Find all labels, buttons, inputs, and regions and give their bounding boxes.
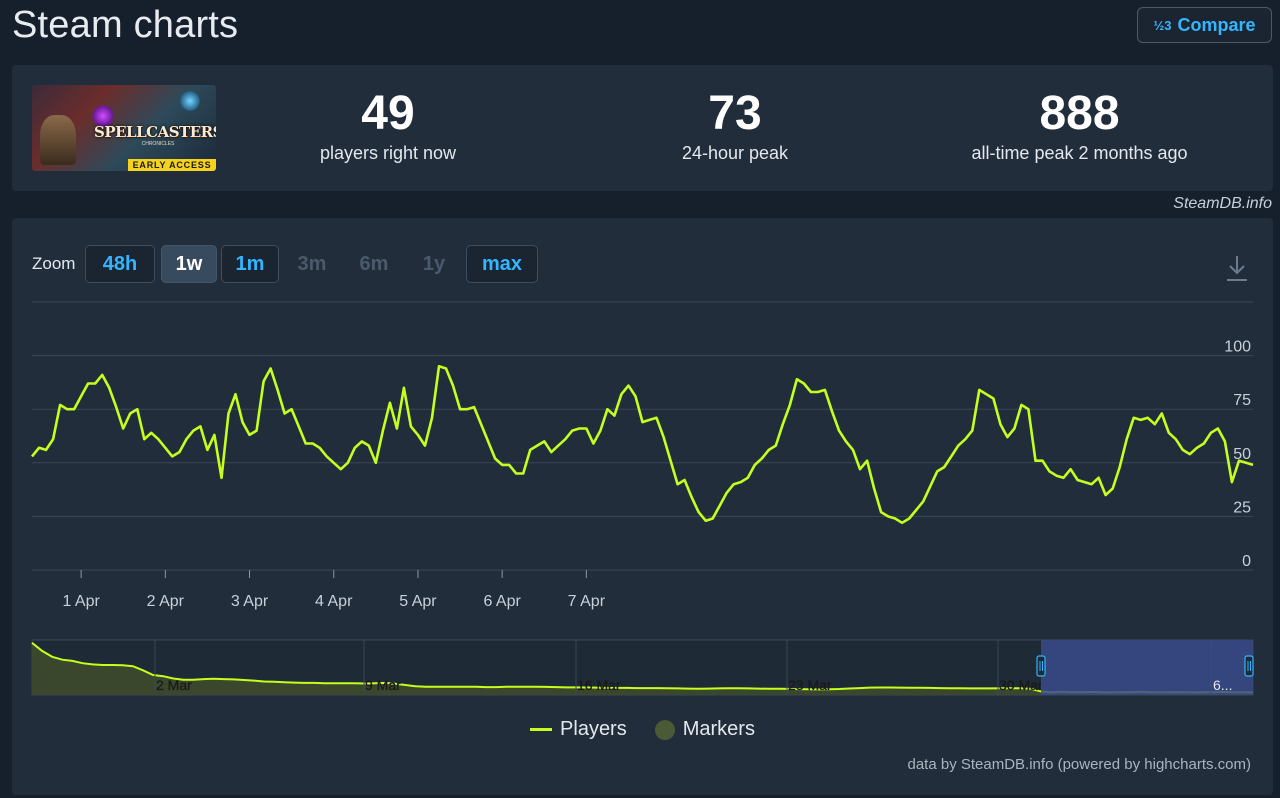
navigator-handle-right[interactable] (1244, 655, 1254, 677)
stat-players-now: 49 players right now (313, 85, 463, 164)
chart-panel: Zoom 48h 1w 1m 3m 6m 1y max 0 25 50 75 100 1… (12, 218, 1273, 795)
x-axis-labels: 1 Apr 2 Apr 3 Apr 4 Apr 5 Apr 6 Apr 7 Apr (62, 570, 606, 610)
stat-label: 24-hour peak (681, 143, 789, 163)
zoom-48h-button[interactable]: 48h (85, 245, 155, 283)
stat-label: players right now (319, 143, 457, 163)
stat-value: 888 (1039, 87, 1120, 140)
y-axis-labels: 0 25 50 75 100 (1224, 339, 1251, 570)
x-tick-label: 4 Apr (315, 593, 353, 610)
navigator-tick-label: 2 Mar (156, 677, 192, 693)
zoom-max-button[interactable]: max (466, 245, 538, 283)
zoom-label: Zoom (32, 254, 76, 273)
zoom-1w-button[interactable]: 1w (161, 245, 217, 283)
page-title: Steam charts (12, 4, 239, 46)
navigator-tick-label: 30 Mar (999, 677, 1043, 693)
banner-magic-orb-blue (180, 91, 200, 111)
navigator-area (32, 642, 1253, 695)
navigator-selection[interactable] (1041, 640, 1253, 695)
y-tick-label: 50 (1233, 446, 1251, 463)
zoom-6m-button: 6m (359, 252, 389, 275)
x-tick-label: 2 Apr (147, 593, 185, 610)
banner-subtitle: CHRONICLES (141, 141, 175, 147)
legend-label: Players (560, 718, 627, 740)
navigator-tick-label-selected: 6... (1213, 677, 1232, 693)
download-icon[interactable] (1225, 254, 1249, 282)
stat-all-time-peak: 888 all-time peak 2 months ago (942, 85, 1217, 164)
x-tick-label: 6 Apr (483, 593, 521, 610)
steamdb-attribution[interactable]: SteamDB.info (1173, 195, 1272, 212)
compare-label: Compare (1177, 14, 1256, 35)
y-tick-label: 100 (1224, 339, 1251, 356)
y-tick-label: 25 (1233, 499, 1251, 516)
x-tick-label: 5 Apr (399, 593, 437, 610)
legend-item-markers[interactable]: Markers (654, 718, 755, 741)
legend-dot-swatch (654, 719, 675, 740)
stat-value: 49 (361, 87, 415, 140)
early-access-badge: EARLY ACCESS (128, 159, 216, 171)
compare-button[interactable]: ½3 Compare (1137, 7, 1272, 43)
banner-magic-orb (92, 105, 114, 127)
players-series-line[interactable] (30, 365, 1254, 525)
x-tick-label: 7 Apr (568, 593, 606, 610)
fraction-icon: ½3 (1153, 17, 1172, 33)
zoom-3m-button: 3m (297, 252, 327, 275)
banner-logo: SPELLCASTERS (94, 123, 216, 141)
y-tick-label: 0 (1242, 553, 1251, 570)
x-tick-label: 3 Apr (231, 593, 269, 610)
stats-panel: SPELLCASTERS CHRONICLES EARLY ACCESS 49 … (12, 65, 1273, 191)
zoom-1y-button: 1y (422, 252, 446, 275)
banner-character (40, 115, 76, 165)
players-chart[interactable]: 0 25 50 75 100 1 Apr 2 Apr 3 Apr 4 Apr 5 Apr 6 Ap… (12, 218, 1273, 795)
x-tick-label: 1 Apr (62, 593, 100, 610)
stat-label: all-time peak 2 months ago (971, 143, 1188, 163)
navigator-tick-label: 9 Mar (365, 677, 401, 693)
zoom-1m-button[interactable]: 1m (221, 245, 279, 283)
y-tick-label: 75 (1233, 392, 1251, 409)
navigator-tick-label: 16 Mar (577, 677, 621, 693)
game-banner[interactable]: SPELLCASTERS CHRONICLES EARLY ACCESS (32, 85, 216, 171)
stat-value: 73 (708, 87, 762, 140)
legend-item-players[interactable]: Players (530, 718, 627, 741)
stat-24h-peak: 73 24-hour peak (660, 85, 810, 164)
highcharts-credits[interactable]: data by SteamDB.info (powered by highcha… (907, 756, 1252, 773)
legend: Players Markers (12, 718, 1273, 741)
navigator-tick-label: 23 Mar (788, 677, 832, 693)
navigator-handle-left[interactable] (1036, 655, 1046, 677)
legend-line-swatch (530, 728, 553, 731)
grid-lines (32, 301, 1253, 571)
legend-label: Markers (682, 718, 755, 740)
